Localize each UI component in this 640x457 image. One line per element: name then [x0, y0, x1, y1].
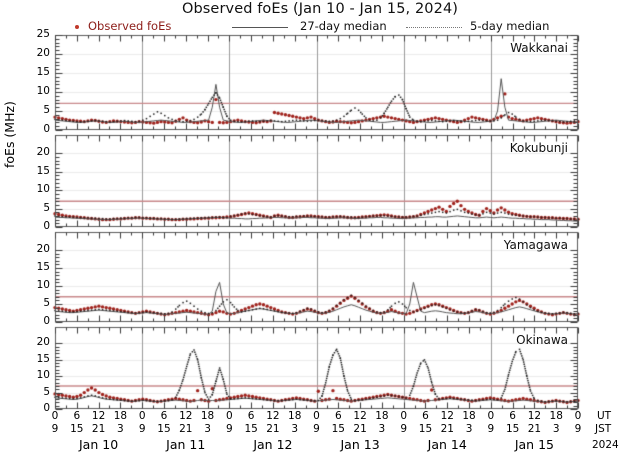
day-label: Jan 15	[514, 437, 554, 452]
ut-tick-label: 18	[200, 410, 215, 422]
ut-tick-label: 6	[247, 410, 255, 422]
ut-axis-label: UT	[597, 410, 612, 422]
jst-tick-label: 9	[138, 423, 146, 435]
y-tick-label: 10	[36, 183, 50, 196]
jst-tick-label: 21	[91, 423, 106, 435]
ut-tick-label: 12	[353, 410, 367, 422]
day-label: Jan 13	[340, 437, 380, 452]
jst-tick-label: 15	[70, 423, 84, 435]
jst-tick-label: 3	[204, 423, 211, 435]
ut-tick-label: 18	[375, 410, 389, 422]
jst-tick-label: 15	[505, 423, 520, 435]
jst-tick-label: 9	[487, 423, 495, 435]
ut-tick-label: 18	[462, 410, 476, 422]
year-label: 2024	[592, 439, 619, 451]
jst-tick-label: 15	[331, 423, 345, 435]
jst-tick-label: 3	[291, 423, 299, 435]
ut-tick-label: 0	[313, 410, 320, 422]
day-label: Jan 14	[427, 437, 467, 452]
jst-tick-label: 15	[418, 423, 433, 435]
jst-tick-label: 3	[465, 423, 473, 435]
y-tick-label: 0	[43, 220, 50, 232]
y-tick-label: 20	[36, 336, 50, 349]
jst-tick-label: 3	[378, 423, 386, 435]
ut-tick-label: 12	[527, 410, 542, 422]
station-label-okinawa: Okinawa	[516, 333, 568, 347]
ut-tick-label: 0	[225, 410, 233, 422]
ut-tick-label: 0	[400, 410, 407, 422]
y-tick-label: 20	[36, 243, 50, 255]
y-tick-label: 0	[43, 123, 50, 135]
ut-tick-label: 0	[574, 410, 582, 422]
day-label: Jan 10	[79, 437, 119, 452]
ut-tick-label: 0	[487, 410, 495, 422]
jst-tick-label: 9	[51, 423, 59, 435]
day-label: Jan 11	[166, 437, 206, 452]
jst-tick-label: 15	[244, 423, 258, 435]
y-tick-label: 0	[43, 402, 50, 414]
ut-tick-label: 0	[138, 410, 146, 422]
jst-tick-label: 21	[179, 423, 193, 435]
station-label-kokubunji: Kokubunji	[509, 141, 568, 155]
jst-tick-label: 9	[400, 423, 407, 435]
jst-tick-label: 3	[552, 423, 560, 435]
y-tick-label: 25	[36, 28, 50, 40]
y-tick-label: 10	[36, 279, 50, 291]
y-tick-label: 20	[36, 47, 50, 59]
y-tick-label: 15	[36, 261, 50, 273]
y-axis-label: foEs (MHz)	[2, 101, 17, 168]
ut-tick-label: 6	[422, 410, 429, 422]
y-tick-label: 15	[36, 352, 50, 365]
ut-tick-label: 18	[549, 410, 563, 422]
ut-tick-label: 12	[91, 410, 106, 422]
jst-tick-label: 9	[313, 423, 320, 435]
ut-tick-label: 6	[509, 410, 516, 422]
ut-tick-label: 6	[73, 410, 81, 422]
y-tick-label: 10	[36, 85, 50, 97]
jst-tick-label: 9	[225, 423, 233, 435]
jst-tick-label: 15	[157, 423, 171, 435]
y-tick-label: 5	[43, 201, 50, 214]
y-tick-label: 5	[43, 104, 50, 116]
y-tick-label: 5	[43, 385, 50, 398]
day-label: Jan 12	[253, 437, 293, 452]
ut-tick-label: 12	[266, 410, 280, 422]
jst-tick-label: 21	[266, 423, 280, 435]
jst-tick-label: 9	[574, 423, 582, 435]
station-label-yamagawa: Yamagawa	[503, 238, 568, 252]
jst-tick-label: 21	[440, 423, 454, 435]
jst-tick-label: 21	[353, 423, 367, 435]
ut-tick-label: 6	[334, 410, 342, 422]
jst-tick-label: 3	[117, 423, 124, 435]
ut-tick-label: 6	[160, 410, 168, 422]
ut-tick-label: 0	[51, 410, 59, 422]
y-tick-label: 5	[43, 297, 50, 309]
ut-tick-label: 12	[179, 410, 193, 422]
ut-tick-label: 18	[113, 410, 128, 422]
station-label-wakkanai: Wakkanai	[510, 41, 568, 55]
y-tick-label: 20	[36, 146, 50, 159]
ut-tick-label: 18	[288, 410, 302, 422]
y-tick-label: 0	[43, 315, 50, 327]
y-tick-label: 10	[36, 369, 50, 382]
y-tick-label: 15	[36, 164, 50, 177]
y-tick-label: 15	[36, 66, 50, 78]
jst-axis-label: JST	[595, 423, 612, 435]
jst-tick-label: 21	[527, 423, 542, 435]
ut-tick-label: 12	[440, 410, 454, 422]
